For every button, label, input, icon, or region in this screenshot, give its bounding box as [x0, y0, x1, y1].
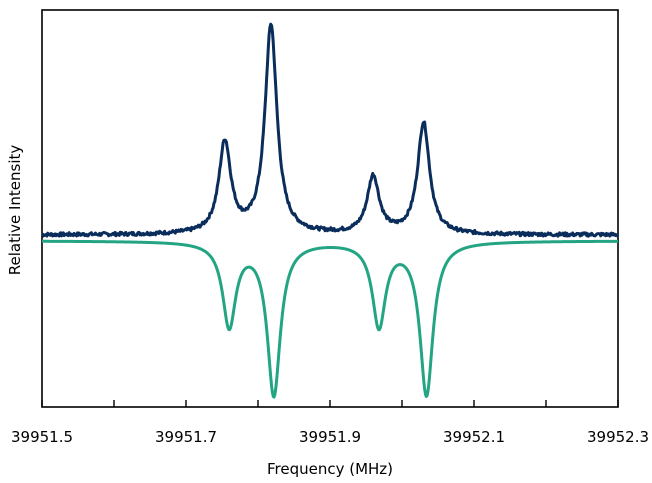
series-group [41, 22, 620, 399]
x-tick-label: 39952.1 [443, 428, 505, 446]
x-axis-label: Frequency (MHz) [267, 460, 393, 478]
x-tick-label: 39952.3 [587, 428, 649, 446]
series-line-simulated [41, 239, 619, 399]
x-tick-label: 39951.9 [299, 428, 361, 446]
y-axis-label: Relative Intensity [6, 145, 24, 276]
x-tick-label: 39951.7 [155, 428, 217, 446]
x-tick-label: 39951.5 [11, 428, 73, 446]
series-line-observed [41, 22, 620, 238]
x-axis-ticks: 39951.5 39951.7 39951.9 39952.1 39952.3 [11, 400, 649, 446]
plot-frame [41, 9, 619, 408]
